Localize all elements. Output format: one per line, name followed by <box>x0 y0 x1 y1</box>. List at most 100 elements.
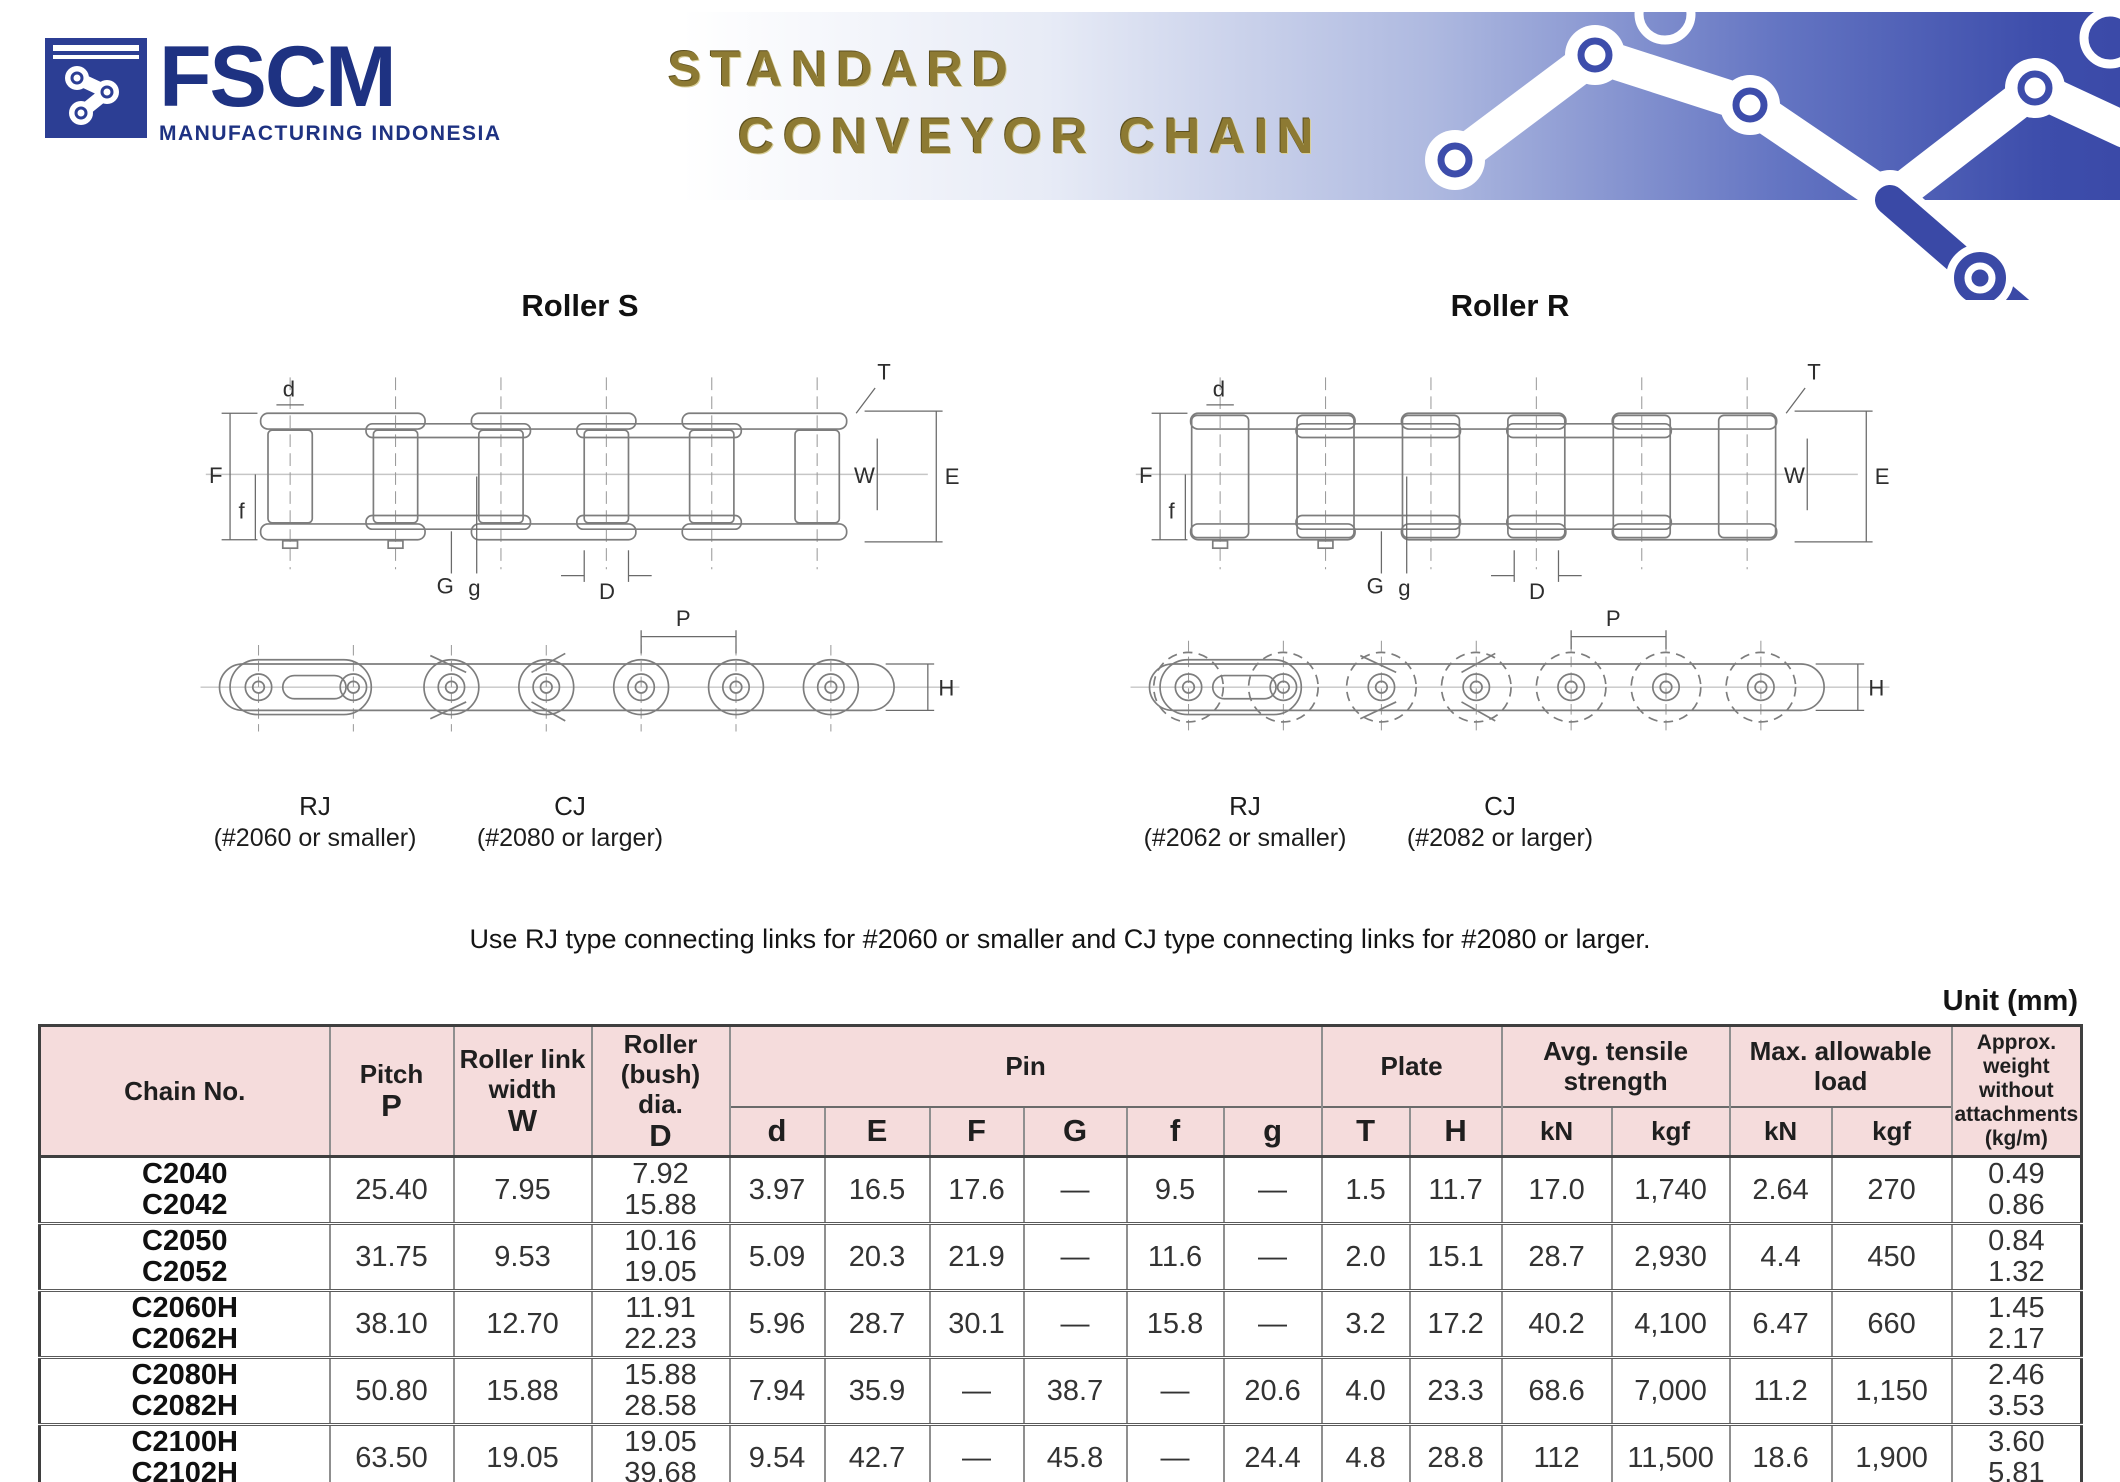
title-band: STANDARD CONVEYOR CHAIN <box>590 12 2120 200</box>
col-header-weight: Approx. weight without attachments (kg/m) <box>1950 1025 2082 1157</box>
roller-s-elevation-drawing: F f d T W E G g D <box>205 360 959 603</box>
roller-r-link-labels: RJ (#2062 or smaller) CJ (#2082 or large… <box>1070 790 1950 882</box>
roller-r-plan-drawing: P H <box>1130 609 1890 736</box>
H-cell: 23.3 <box>1408 1356 1502 1425</box>
rj-link-label: RJ (#2062 or smaller) <box>1143 791 1347 852</box>
group-header-max-load: Max. allowable load <box>1728 1025 1952 1107</box>
H-cell: 15.1 <box>1408 1222 1502 1291</box>
dim-label-P: P <box>676 609 691 631</box>
roller-r-title: Roller R <box>1450 288 1570 323</box>
chain-no-cell: C2040 C2042 <box>38 1155 330 1224</box>
d-cell: 3.97 <box>728 1155 825 1224</box>
sub-header-T: T <box>1320 1105 1410 1157</box>
group-header-plate: Plate <box>1320 1025 1502 1107</box>
chain-no-cell: C2100H C2102H <box>38 1423 330 1482</box>
ts_kgf-cell: 11,500 <box>1610 1423 1730 1482</box>
F-cell: 17.6 <box>928 1155 1024 1224</box>
spec-table: Chain No. Pitch P Roller link width W Rolle… <box>38 1024 2084 1482</box>
g-cell: — <box>1222 1289 1322 1358</box>
width-cell: 9.53 <box>452 1222 592 1291</box>
sub-header-H: H <box>1408 1105 1502 1157</box>
col-header-roller-bush-dia: Roller (bush) dia. D <box>590 1025 730 1157</box>
sub-header-f: f <box>1125 1105 1224 1157</box>
group-header-pin: Pin <box>728 1025 1322 1107</box>
dim-label-f: f <box>238 499 245 524</box>
roller-r-elevation-drawing: F f d T W E G g D <box>1135 360 1890 603</box>
fscm-logo: FSCM MANUFACTURING INDONESIA <box>45 34 502 146</box>
weight-cell: 0.49 0.86 <box>1950 1155 2082 1224</box>
dim-label-D: D <box>1529 579 1545 603</box>
dim-label-g: g <box>468 576 480 601</box>
dim-label-F: F <box>209 463 223 488</box>
dia-cell: 10.16 19.05 <box>590 1222 730 1291</box>
dim-label-E: E <box>1875 464 1890 489</box>
logo-subtitle: MANUFACTURING INDONESIA <box>159 122 502 145</box>
page-title-line2: CONVEYOR CHAIN <box>738 108 1323 164</box>
spec-row: C2050 C2052 31.75 9.53 10.16 19.05 5.09 20.3 21.… <box>38 1222 2082 1291</box>
dia-cell: 7.92 15.88 <box>590 1155 730 1224</box>
pitch-cell: 31.75 <box>328 1222 454 1291</box>
G-cell: 38.7 <box>1022 1356 1127 1425</box>
spec-table-body: C2040 C2042 25.40 7.95 7.92 15.88 3.97 16.5 17.6… <box>38 1155 2082 1482</box>
dim-label-g: g <box>1398 576 1410 601</box>
T-cell: 2.0 <box>1320 1222 1410 1291</box>
dim-label-d: d <box>283 376 295 401</box>
roller-r-diagram: Roller R <box>1070 288 1950 882</box>
E-cell: 20.3 <box>823 1222 930 1291</box>
page-title-line1: STANDARD <box>668 41 1017 97</box>
F-cell: — <box>928 1356 1024 1425</box>
E-cell: 16.5 <box>823 1155 930 1224</box>
g-cell: — <box>1222 1222 1322 1291</box>
chain-links-icon <box>45 38 147 138</box>
dia-cell: 19.05 39.68 <box>590 1423 730 1482</box>
dim-label-W: W <box>854 463 875 488</box>
G-cell: — <box>1022 1155 1127 1224</box>
dim-label-f: f <box>1168 499 1175 524</box>
H-cell: 17.2 <box>1408 1289 1502 1358</box>
ml_kn-cell: 4.4 <box>1728 1222 1832 1291</box>
ts_kn-cell: 68.6 <box>1500 1356 1612 1425</box>
dim-label-D: D <box>599 579 615 603</box>
unit-label: Unit (mm) <box>1942 985 2078 1017</box>
f-cell: 11.6 <box>1125 1222 1224 1291</box>
sub-header-F: F <box>928 1105 1024 1157</box>
E-cell: 35.9 <box>823 1356 930 1425</box>
G-cell: — <box>1022 1222 1127 1291</box>
ml_kn-cell: 2.64 <box>1728 1155 1832 1224</box>
F-cell: 21.9 <box>928 1222 1024 1291</box>
g-cell: 24.4 <box>1222 1423 1322 1482</box>
ts_kn-cell: 112 <box>1500 1423 1612 1482</box>
ml_kgf-cell: 1,150 <box>1830 1356 1952 1425</box>
spec-row: C2040 C2042 25.40 7.95 7.92 15.88 3.97 16.5 17.6… <box>38 1155 2082 1224</box>
dim-label-H: H <box>938 676 954 701</box>
E-cell: 28.7 <box>823 1289 930 1358</box>
pitch-cell: 63.50 <box>328 1423 454 1482</box>
ts_kn-cell: 17.0 <box>1500 1155 1612 1224</box>
col-header-pitch: Pitch P <box>328 1025 454 1157</box>
chain-decoration <box>1425 0 2120 300</box>
col-header-chain-no: Chain No. <box>38 1025 330 1157</box>
ml_kgf-cell: 1,900 <box>1830 1423 1952 1482</box>
sub-header-ts-kgf: kgf <box>1610 1105 1730 1157</box>
dia-cell: 11.91 22.23 <box>590 1289 730 1358</box>
dim-label-G: G <box>1367 574 1384 599</box>
cj-link-label: CJ (#2082 or larger) <box>1406 791 1594 852</box>
d-cell: 5.96 <box>728 1289 825 1358</box>
weight-cell: 1.45 2.17 <box>1950 1289 2082 1358</box>
spec-row: C2080H C2082H 50.80 15.88 15.88 28.58 7.94 35.9… <box>38 1356 2082 1425</box>
T-cell: 3.2 <box>1320 1289 1410 1358</box>
chain-no-cell: C2080H C2082H <box>38 1356 330 1425</box>
pitch-cell: 25.40 <box>328 1155 454 1224</box>
diagram-section: Roller S <box>140 288 2080 882</box>
ml_kgf-cell: 660 <box>1830 1289 1952 1358</box>
ts_kn-cell: 28.7 <box>1500 1222 1612 1291</box>
weight-cell: 2.46 3.53 <box>1950 1356 2082 1425</box>
ml_kn-cell: 18.6 <box>1728 1423 1832 1482</box>
T-cell: 1.5 <box>1320 1155 1410 1224</box>
ml_kn-cell: 11.2 <box>1728 1356 1832 1425</box>
F-cell: — <box>928 1423 1024 1482</box>
dim-label-T: T <box>1807 360 1821 385</box>
spec-row: C2100H C2102H 63.50 19.05 19.05 39.68 9.54 42.7… <box>38 1423 2082 1482</box>
pitch-cell: 50.80 <box>328 1356 454 1425</box>
